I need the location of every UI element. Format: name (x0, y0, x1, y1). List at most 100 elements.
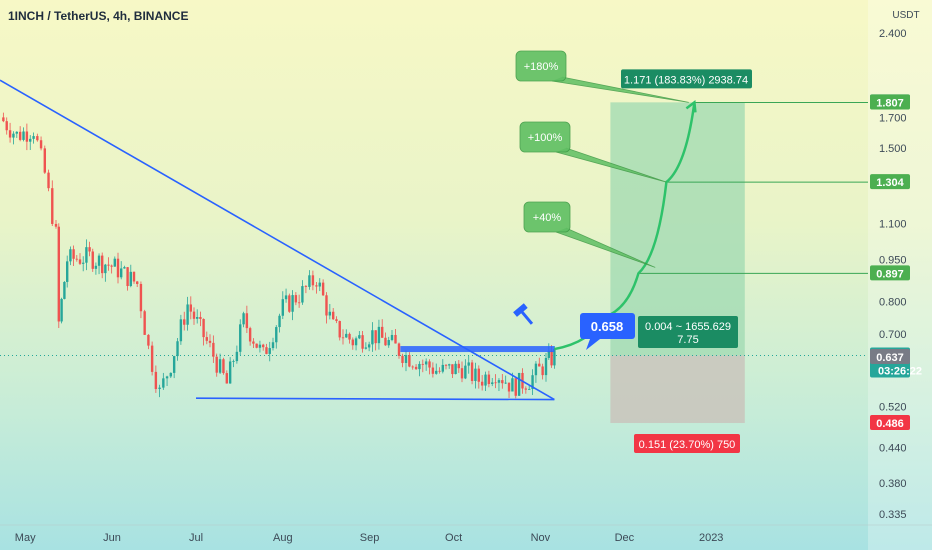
candle-body (435, 370, 438, 374)
candle-body (69, 249, 72, 262)
candle-body (345, 333, 348, 338)
candle-body (63, 281, 66, 299)
candle-body (418, 363, 421, 370)
candle-body (8, 130, 12, 138)
y-tick-label: 0.520 (879, 402, 907, 414)
price-axis-tag: 1.807 (870, 94, 910, 110)
breakout-label-pointer (586, 339, 600, 350)
candle-body (553, 349, 556, 366)
candle-body (186, 304, 189, 325)
candle-body (12, 133, 15, 138)
candle-body (390, 334, 394, 341)
y-axis-unit: USDT (892, 10, 919, 21)
candle-body (39, 140, 43, 149)
candle-body (451, 364, 454, 375)
candle-body (517, 372, 521, 396)
candle-body (531, 375, 534, 389)
candle-body (507, 382, 511, 392)
price-axis-tag-bg (870, 348, 910, 364)
candle-body (82, 262, 85, 264)
y-tick-label: 0.380 (879, 478, 907, 490)
candle-body (304, 286, 308, 287)
candle-body (284, 295, 288, 300)
candle-body (354, 338, 358, 346)
candle-body (328, 311, 332, 316)
x-tick-label: Oct (445, 532, 462, 544)
candle-body (75, 258, 78, 260)
candle-body (348, 333, 351, 340)
y-tick-label: 0.440 (879, 442, 907, 454)
candle-body (116, 258, 120, 278)
candle-body (538, 363, 541, 367)
candle-body (18, 131, 22, 140)
candle-body (325, 295, 328, 316)
target-label: 1.171 (183.83%) 2938.74 (624, 74, 748, 86)
candle-body (29, 138, 32, 142)
candle-body (196, 317, 199, 319)
candle-body (497, 380, 501, 383)
candle-body (297, 302, 301, 304)
candle-body (338, 321, 341, 338)
candle-body (501, 380, 504, 384)
candle-body (120, 268, 123, 278)
candle-body (494, 382, 497, 384)
candle-body (245, 313, 249, 329)
price-axis-tag-label: 0.486 (876, 418, 904, 430)
x-tick-label: Nov (531, 532, 551, 544)
support-line (195, 397, 555, 401)
candle-body (22, 131, 25, 140)
candle-body (72, 249, 75, 259)
candle-body (550, 350, 553, 366)
candle-body (394, 334, 397, 344)
callout-label: +180% (524, 61, 559, 73)
candle-body (258, 344, 262, 348)
candle-body (424, 361, 428, 365)
candle-body (113, 258, 116, 267)
candle-body (428, 361, 431, 368)
candle-body (47, 172, 50, 189)
candle-body (202, 318, 205, 338)
candle-body (528, 388, 531, 390)
candle-body (534, 363, 538, 376)
candle-body (248, 328, 252, 342)
candle-body (487, 374, 491, 385)
candle-body (384, 337, 387, 346)
candle-body (150, 345, 154, 372)
candle-body (239, 324, 242, 352)
candle-body (158, 387, 161, 390)
candle-body (308, 275, 311, 287)
candle-body (25, 131, 29, 142)
x-tick-label: Jun (103, 532, 121, 544)
callout-2: +100% (519, 121, 667, 183)
price-axis-tag-bg (870, 94, 910, 110)
candle-body (315, 285, 318, 287)
candle-body (477, 368, 480, 382)
x-tick-label: Jul (189, 532, 203, 544)
candle-body (192, 311, 196, 319)
price-axis-tag-bg (870, 265, 910, 281)
candle-body (78, 259, 82, 264)
projection-arrowhead (685, 100, 697, 113)
candle-body (126, 267, 129, 287)
price-axis-tag-bg (870, 415, 910, 431)
candle-body (60, 298, 63, 322)
x-tick-label: Sep (360, 532, 380, 544)
x-tick-label: 2023 (699, 532, 723, 544)
candle-body (268, 348, 271, 354)
candle-body (460, 368, 464, 379)
candle-body (205, 337, 208, 341)
candle-body (408, 355, 411, 367)
candle-body (301, 286, 304, 303)
chart-title: 1INCH / TetherUS, 4h, BINANCE (8, 9, 189, 23)
candle-body (232, 361, 235, 362)
candle-body (215, 356, 218, 373)
candle-body (514, 378, 517, 396)
candle-body (484, 374, 487, 386)
candle-body (275, 327, 278, 343)
candle-body (467, 362, 470, 366)
y-tick-label: 0.700 (879, 329, 907, 341)
position-info-box (638, 316, 738, 348)
price-axis-tag-label: 1.807 (876, 97, 904, 109)
